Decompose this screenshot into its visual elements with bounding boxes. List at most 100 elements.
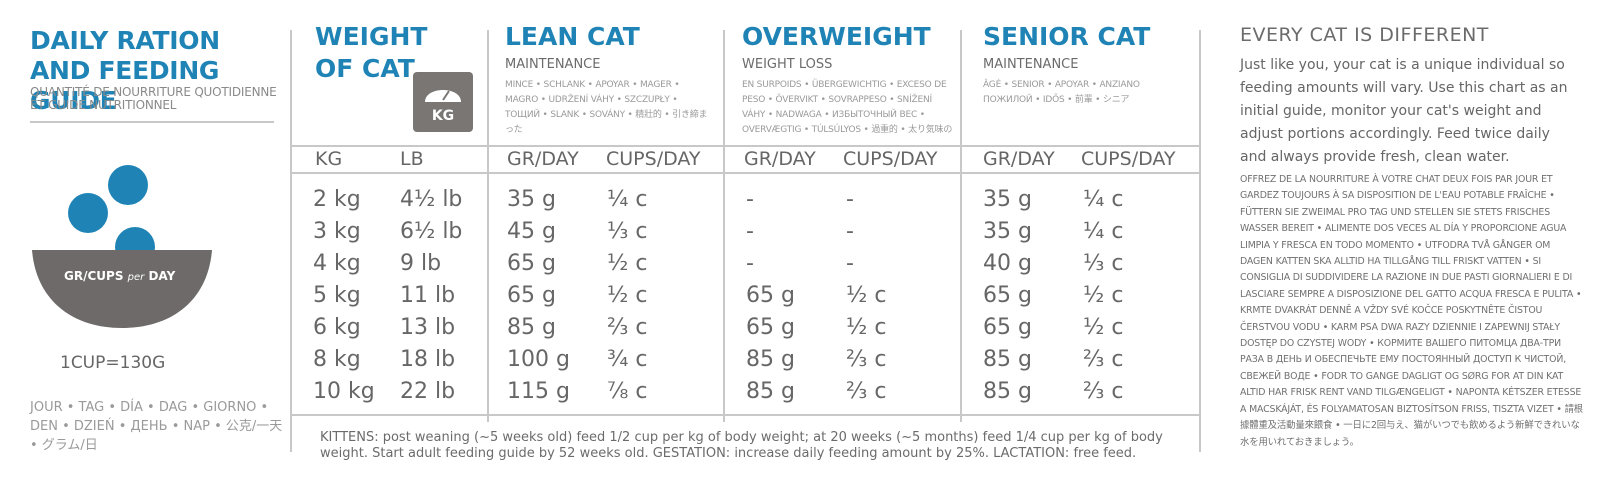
senior-unit-gr: GR/DAY	[983, 148, 1055, 170]
cell-lean-gr: 45 g	[507, 219, 556, 244]
cell-lean-cups: ¾ c	[607, 347, 648, 372]
cell-lean-gr: 65 g	[507, 283, 556, 308]
per-day-translations: JOUR • TAG • DÍA • DAG • GIORNO • DEN • …	[30, 400, 283, 453]
cell-lb: 9 lb	[400, 251, 442, 276]
bowl-label-main: GR/CUPS	[64, 269, 124, 283]
kittens-note: KITTENS: post weaning (~5 weeks old) fee…	[320, 430, 1163, 461]
weight-title-line2: OF CAT	[315, 54, 415, 83]
divider-right	[1199, 30, 1201, 452]
over-unit-gr: GR/DAY	[744, 148, 816, 170]
cell-lb: 4½ lb	[400, 187, 463, 212]
table-row: 10 kg 22 lb 115 g ⅞ c 85 g ⅔ c 85 g ⅔ c	[0, 376, 1200, 408]
table-row: 5 kg 11 lb 65 g ½ c 65 g ½ c 65 g ½ c	[0, 280, 1200, 312]
cell-senior-gr: 35 g	[983, 187, 1032, 212]
senior-translations: ÂGÉ • SENIOR • APOYAR • ANZIANO ПОЖИЛОЙ …	[983, 80, 1140, 105]
cell-senior-cups: ¼ c	[1083, 187, 1124, 212]
cell-over-cups: -	[846, 187, 854, 212]
every-cat-body: Just like you, your cat is a unique indi…	[1240, 57, 1568, 165]
cell-lean-gr: 100 g	[507, 347, 570, 372]
cell-over-gr: 65 g	[746, 283, 795, 308]
cell-lean-gr: 85 g	[507, 315, 556, 340]
lean-unit-cups: CUPS/DAY	[606, 148, 701, 170]
cell-over-cups: -	[846, 251, 854, 276]
cell-senior-gr: 40 g	[983, 251, 1032, 276]
cell-kg: 5 kg	[313, 283, 361, 308]
scale-label: KG	[431, 108, 455, 124]
cell-lean-gr: 65 g	[507, 251, 556, 276]
unit-lb: LB	[400, 148, 424, 170]
cell-senior-cups: ¼ c	[1083, 219, 1124, 244]
cell-over-gr: 65 g	[746, 315, 795, 340]
cell-kg: 8 kg	[313, 347, 361, 372]
cell-lean-gr: 35 g	[507, 187, 556, 212]
kibble-circle-2	[68, 193, 108, 233]
cell-over-cups: ⅔ c	[846, 379, 887, 404]
cell-over-cups: ½ c	[846, 283, 887, 308]
cell-kg: 3 kg	[313, 219, 361, 244]
cell-lb: 6½ lb	[400, 219, 463, 244]
cup-conversion-note: 1CUP=130G	[60, 353, 166, 373]
divider-lean-over	[723, 30, 725, 422]
table-row: 6 kg 13 lb 85 g ⅔ c 65 g ½ c 65 g ½ c	[0, 312, 1200, 344]
overweight-subtitle: WEIGHT LOSS	[742, 57, 833, 72]
cell-lean-cups: ⅞ c	[607, 379, 648, 404]
cell-over-gr: -	[746, 219, 754, 244]
kibble-circle-1	[108, 165, 148, 205]
table-row: 4 kg 9 lb 65 g ½ c - - 40 g ⅓ c	[0, 248, 1200, 280]
cell-over-gr: 85 g	[746, 347, 795, 372]
every-cat-title: EVERY CAT IS DIFFERENT	[1240, 24, 1489, 46]
cell-lean-cups: ⅔ c	[607, 315, 648, 340]
table-row: 2 kg 4½ lb 35 g ¼ c - - 35 g ¼ c	[0, 184, 1200, 216]
cell-lean-cups: ¼ c	[607, 187, 648, 212]
cell-senior-gr: 65 g	[983, 283, 1032, 308]
cell-kg: 4 kg	[313, 251, 361, 276]
guide-title: DAILY RATION AND FEEDING GUIDE	[30, 26, 220, 115]
title-divider	[30, 121, 274, 123]
bowl-label: GR/CUPS per DAY	[64, 269, 175, 283]
guide-subtitle: QUANTITÉ DE NOURRITURE QUOTIDIENNE ET GU…	[30, 85, 277, 112]
rule-header	[290, 145, 1201, 147]
bowl-label-per: per	[127, 272, 145, 283]
overweight-translations: EN SURPOIDS • ÜBERGEWICHTIG • EXCESO DE …	[742, 80, 953, 135]
cell-over-gr: -	[746, 251, 754, 276]
cell-lean-gr: 115 g	[507, 379, 570, 404]
cell-senior-gr: 35 g	[983, 219, 1032, 244]
cell-senior-cups: ⅔ c	[1083, 347, 1124, 372]
lean-translations: MINCE • SCHLANK • APOYAR • MAGER • MAGRO…	[505, 80, 708, 135]
senior-unit-cups: CUPS/DAY	[1081, 148, 1176, 170]
senior-title: SENIOR CAT	[983, 22, 1151, 51]
cell-senior-cups: ½ c	[1083, 315, 1124, 340]
cell-lb: 18 lb	[400, 347, 456, 372]
cell-senior-cups: ½ c	[1083, 283, 1124, 308]
overweight-title: OVERWEIGHT	[742, 22, 931, 51]
cell-lean-cups: ⅓ c	[607, 219, 648, 244]
cell-over-gr: 85 g	[746, 379, 795, 404]
divider-weight-lean	[487, 30, 489, 422]
cell-lean-cups: ½ c	[607, 251, 648, 276]
bowl-label-day: DAY	[148, 269, 176, 283]
divider-over-senior	[960, 30, 962, 422]
cell-lb: 13 lb	[400, 315, 456, 340]
rule-kittens	[290, 414, 1201, 416]
table-row: 8 kg 18 lb 100 g ¾ c 85 g ⅔ c 85 g ⅔ c	[0, 344, 1200, 376]
cell-senior-gr: 85 g	[983, 347, 1032, 372]
unit-kg: KG	[315, 148, 343, 170]
cell-over-gr: -	[746, 187, 754, 212]
scale-icon: KG	[413, 72, 473, 132]
lean-subtitle: MAINTENANCE	[505, 57, 601, 72]
lean-title: LEAN CAT	[505, 22, 640, 51]
cell-kg: 10 kg	[313, 379, 375, 404]
cell-senior-gr: 85 g	[983, 379, 1032, 404]
divider-left	[290, 30, 292, 452]
every-cat-translations: OFFREZ DE LA NOURRITURE À VOTRE CHAT DEU…	[1240, 174, 1584, 448]
cell-kg: 6 kg	[313, 315, 361, 340]
cell-senior-cups: ⅔ c	[1083, 379, 1124, 404]
over-unit-cups: CUPS/DAY	[843, 148, 938, 170]
lean-unit-gr: GR/DAY	[507, 148, 579, 170]
cell-over-cups: ½ c	[846, 315, 887, 340]
cell-lb: 11 lb	[400, 283, 456, 308]
bowl-shape	[32, 250, 212, 328]
cell-over-cups: ⅔ c	[846, 347, 887, 372]
table-row: 3 kg 6½ lb 45 g ⅓ c - - 35 g ¼ c	[0, 216, 1200, 248]
cell-over-cups: -	[846, 219, 854, 244]
